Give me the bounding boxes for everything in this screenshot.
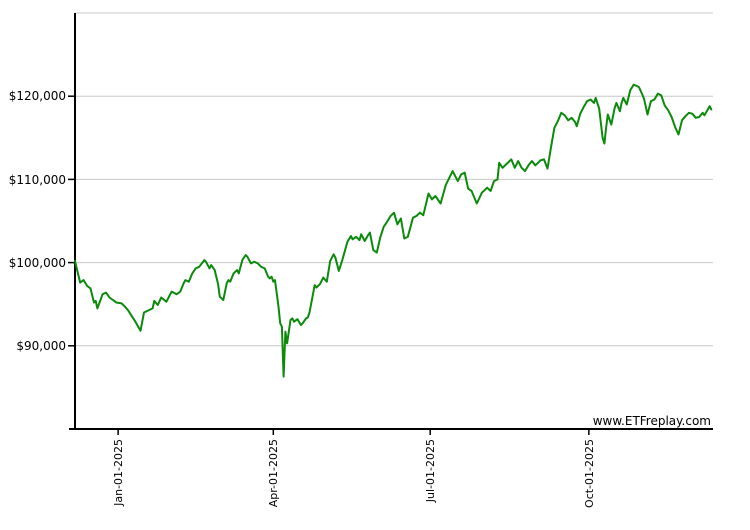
x-axis-label-apr: Apr-01-2025: [267, 439, 280, 507]
y-axis-label-110000: $110,000: [9, 173, 66, 187]
x-axis-label-jul: Jul-01-2025: [424, 439, 437, 503]
y-axis-label-100000: $100,000: [9, 256, 66, 270]
y-axis-label-120000: $120,000: [9, 89, 66, 103]
y-axis-label-90000: $90,000: [16, 339, 66, 353]
x-axis-label-jan: Jan-01-2025: [112, 439, 125, 507]
series-layer: [74, 83, 713, 378]
watermark-url: www.ETFreplay.com: [593, 414, 711, 428]
portfolio-value-line: [74, 83, 713, 378]
y-axis-labels: $90,000 $100,000 $110,000 $120,000: [9, 89, 66, 353]
x-axis-label-oct: Oct-01-2025: [583, 439, 596, 508]
axes-layer: [68, 13, 713, 435]
x-axis-labels: Jan-01-2025 Apr-01-2025 Jul-01-2025 Oct-…: [112, 439, 596, 508]
gridlines-layer: [75, 12, 713, 347]
